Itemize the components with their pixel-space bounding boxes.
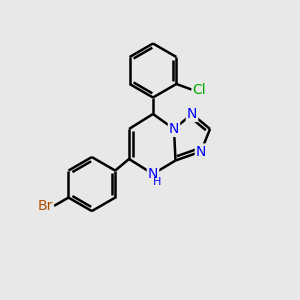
Text: N: N (187, 107, 197, 121)
Text: H: H (152, 177, 161, 188)
Text: Br: Br (38, 199, 53, 213)
Text: N: N (148, 167, 158, 181)
Text: N: N (196, 145, 206, 158)
Text: Cl: Cl (193, 82, 206, 97)
Text: N: N (169, 122, 179, 136)
